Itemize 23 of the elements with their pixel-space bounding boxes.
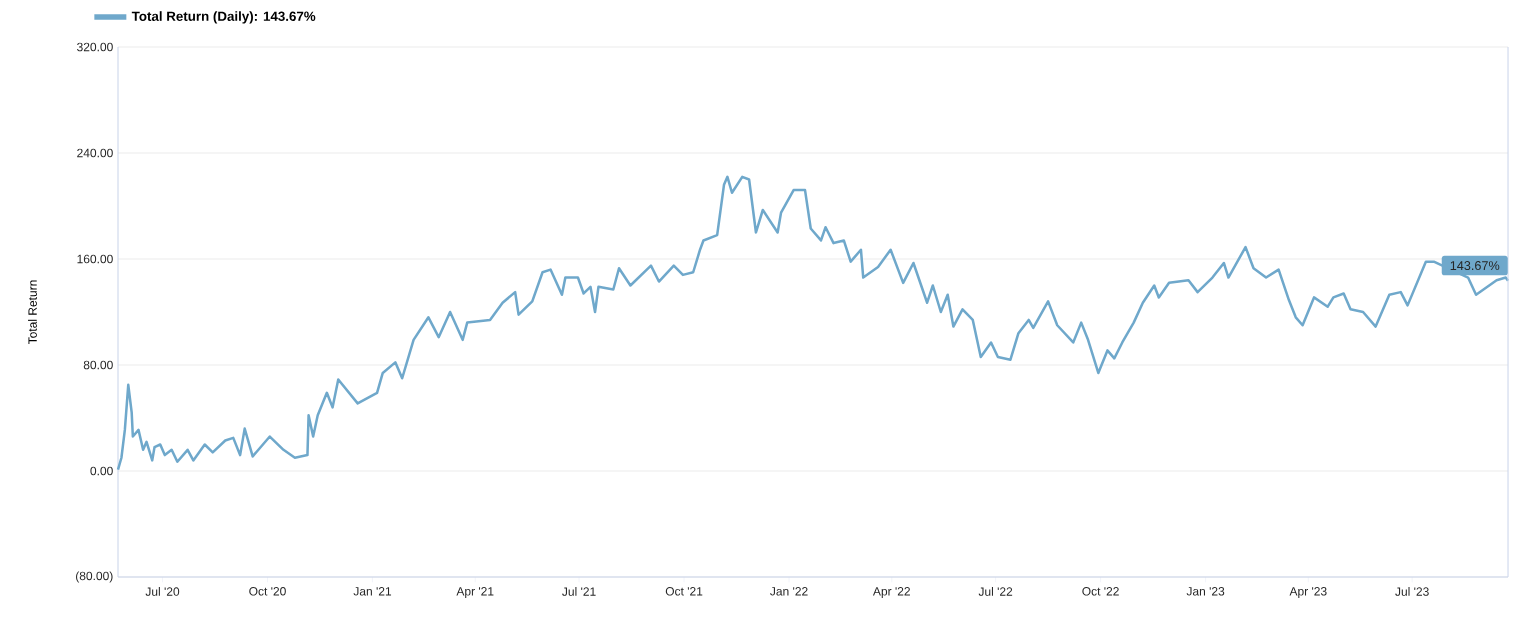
y-axis-title: Total Return — [28, 280, 37, 345]
x-tick-label: Oct '22 — [1082, 587, 1119, 596]
x-tick-label: Jul '23 — [1395, 587, 1429, 596]
y-tick-label: 240.00 — [77, 148, 113, 158]
y-tick-label: 160.00 — [77, 254, 113, 264]
y-tick-label: (80.00) — [76, 571, 113, 583]
x-tick-label: Jan '23 — [1186, 587, 1225, 596]
y-tick-label: 0.00 — [90, 466, 113, 476]
x-tick-label: Jan '22 — [770, 587, 808, 596]
x-tick-label: Oct '21 — [665, 587, 703, 596]
x-tick-label: Jan '21 — [353, 587, 392, 596]
line-series — [116, 175, 1510, 471]
x-tick-label: Apr '21 — [456, 587, 494, 598]
x-tick-label: Apr '22 — [872, 587, 910, 598]
x-tick-label: Jul '21 — [562, 587, 596, 596]
x-tick-label: Apr '23 — [1289, 587, 1327, 598]
x-tick-label: Oct '20 — [249, 587, 286, 596]
x-tick-label: Jul '20 — [145, 587, 180, 596]
y-tick-label: 320.00 — [77, 42, 113, 52]
legend-label: Total Return (Daily): 143.67% — [131, 11, 316, 24]
x-tick-label: Jul '22 — [978, 587, 1013, 596]
annotation: 143.67% — [1450, 261, 1500, 271]
y-tick-label: 80.00 — [83, 360, 113, 370]
